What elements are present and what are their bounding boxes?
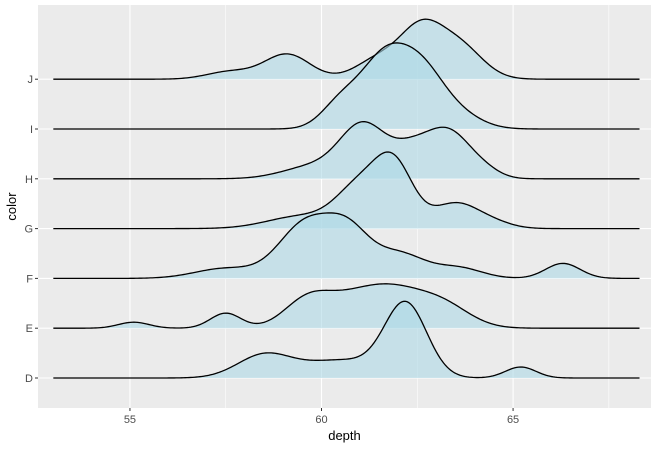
x-tick-label: 65 xyxy=(507,414,519,426)
x-axis-ticks: 55 60 65 xyxy=(124,408,519,426)
x-tick-label: 55 xyxy=(124,414,136,426)
ridge-fill-D xyxy=(53,301,640,378)
ridge-J xyxy=(53,18,640,80)
y-tick-label: I xyxy=(30,124,33,136)
ridge-fill-F xyxy=(53,212,640,279)
y-tick-label: F xyxy=(26,273,33,285)
ridge-line-J xyxy=(53,18,640,80)
y-tick-label: G xyxy=(24,224,33,236)
ridge-fill-H xyxy=(53,121,640,179)
ridge-fill-G xyxy=(53,152,640,229)
ridge-line-G xyxy=(53,151,640,230)
y-axis-ticks: D E F G H I J xyxy=(24,74,38,385)
y-tick-label: H xyxy=(25,174,33,186)
x-tick-label: 60 xyxy=(315,414,327,426)
ridges xyxy=(53,18,640,379)
ridge-F xyxy=(53,212,640,280)
ridge-I xyxy=(53,42,640,130)
x-axis-title: depth xyxy=(328,428,361,443)
ridge-D xyxy=(53,300,640,379)
ridge-line-D xyxy=(53,300,640,379)
ridge-fill-I xyxy=(53,42,640,129)
ridge-line-F xyxy=(53,212,640,280)
ridge-line-E xyxy=(53,283,640,329)
y-tick-label: E xyxy=(26,323,33,335)
ridge-H xyxy=(53,121,640,180)
y-tick-label: J xyxy=(28,74,34,86)
ridge-line-H xyxy=(53,121,640,180)
ridge-fill-E xyxy=(53,283,640,329)
y-tick-label: D xyxy=(25,373,33,385)
ridge-E xyxy=(53,283,640,329)
ridge-line-I xyxy=(53,42,640,130)
ridge-G xyxy=(53,151,640,230)
y-axis-title: color xyxy=(4,192,19,221)
